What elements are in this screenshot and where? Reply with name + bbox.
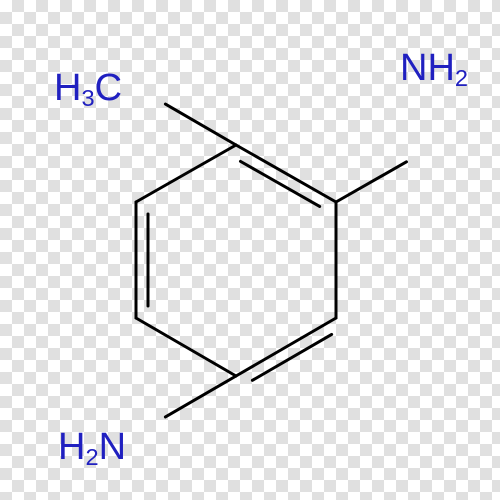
methyl-label: H3C	[54, 69, 122, 110]
chemical-structure-figure: H3C NH2 H2N	[0, 0, 500, 500]
amine-label-top: NH2	[400, 49, 468, 90]
amine-label-bottom: H2N	[58, 428, 126, 469]
